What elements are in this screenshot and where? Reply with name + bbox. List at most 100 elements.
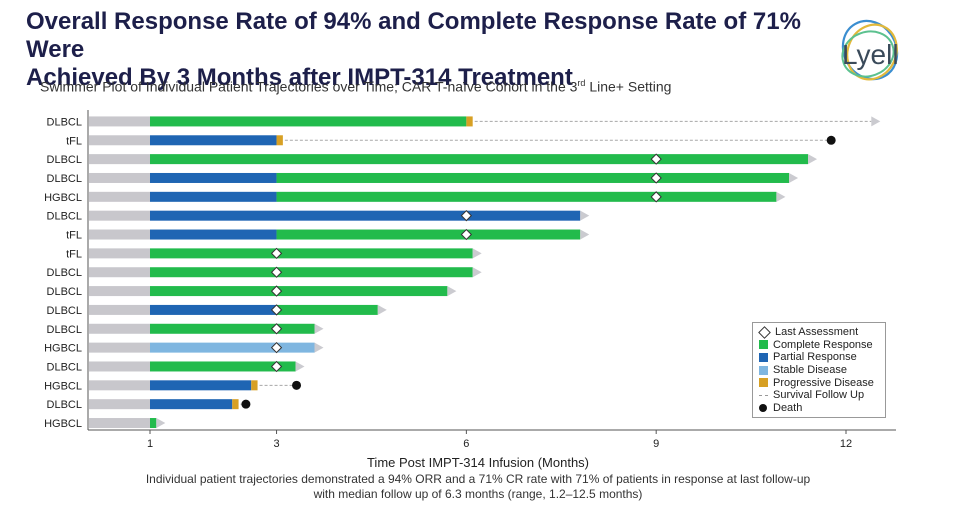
- response-bar-cr: [276, 304, 378, 315]
- patient-label: DLBCL: [47, 211, 82, 223]
- ongoing-arrow: [295, 361, 305, 372]
- death-marker: [292, 380, 302, 390]
- logo-text: Lyell: [842, 39, 899, 70]
- last-assessment-marker: [270, 360, 283, 373]
- response-bar-pr: [150, 191, 277, 202]
- x-tick-label: 3: [273, 438, 279, 450]
- response-bar-cr: [150, 361, 296, 372]
- legend-swatch: [759, 340, 768, 350]
- legend-item: Stable Disease: [759, 364, 879, 377]
- pre-infusion-bar: [89, 342, 150, 353]
- pre-infusion-bar: [89, 172, 150, 183]
- last-assessment-marker: [270, 341, 283, 354]
- last-assessment-marker: [460, 210, 473, 222]
- legend-swatch: [759, 378, 768, 388]
- ongoing-arrow: [871, 116, 881, 127]
- patient-label: DLBCL: [47, 154, 82, 166]
- chart-subtitle: Swimmer Plot of Individual Patient Traje…: [40, 78, 671, 95]
- ongoing-arrow: [776, 191, 786, 202]
- page-title: Overall Response Rate of 94% and Complet…: [26, 8, 846, 92]
- patient-label: DLBCL: [47, 305, 82, 317]
- ongoing-arrow: [808, 154, 818, 165]
- death-marker: [826, 135, 836, 145]
- response-bar-sd: [150, 342, 315, 353]
- legend-item: Partial Response: [759, 351, 879, 364]
- lyell-logo: Lyell: [841, 19, 899, 81]
- pre-infusion-bar: [89, 418, 150, 429]
- last-assessment-marker: [270, 304, 283, 316]
- last-assessment-marker: [270, 285, 283, 297]
- pre-infusion-bar: [89, 135, 150, 146]
- pre-infusion-bar: [89, 286, 150, 297]
- legend-dash-icon: [759, 394, 768, 396]
- response-bar-pr: [150, 172, 277, 183]
- last-assessment-marker: [650, 172, 662, 184]
- pre-infusion-bar: [89, 229, 150, 240]
- patient-label: DLBCL: [47, 116, 82, 128]
- response-bar-cr: [150, 323, 315, 334]
- legend-label: Survival Follow Up: [773, 389, 865, 402]
- response-bar-pd: [466, 116, 473, 127]
- x-tick-label: 1: [147, 438, 153, 450]
- x-tick-label: 12: [840, 438, 852, 450]
- legend-label: Death: [773, 401, 803, 414]
- legend-label: Progressive Disease: [773, 376, 874, 389]
- patient-label: HGBCL: [44, 343, 82, 355]
- patient-label: HGBCL: [44, 192, 82, 204]
- title-line-1: Overall Response Rate of 94% and Complet…: [26, 8, 801, 63]
- response-bar-pr: [150, 304, 277, 315]
- response-bar-pr: [150, 210, 581, 221]
- legend-diamond-icon: [758, 325, 771, 339]
- patient-label: tFL: [66, 135, 82, 147]
- response-bar-cr: [276, 191, 777, 202]
- ongoing-arrow: [314, 323, 324, 334]
- pre-infusion-bar: [89, 248, 150, 259]
- ongoing-arrow: [156, 418, 166, 429]
- patient-label: DLBCL: [47, 173, 82, 185]
- subtitle-text-end: Line+ Setting: [585, 78, 672, 95]
- x-axis-label: Time Post IMPT-314 Infusion (Months): [366, 455, 590, 470]
- x-tick-label: 9: [653, 438, 659, 450]
- response-bar-pd: [251, 380, 258, 391]
- footer-line-2: with median follow up of 6.3 months (ran…: [313, 487, 643, 501]
- legend-item: Complete Response: [759, 339, 879, 352]
- ongoing-arrow: [580, 210, 590, 221]
- patient-label: DLBCL: [47, 399, 82, 411]
- legend-item: Progressive Disease: [759, 376, 879, 389]
- response-bar-cr: [150, 154, 809, 165]
- footer-note: Individual patient trajectories demonstr…: [0, 472, 956, 502]
- pre-infusion-bar: [89, 116, 150, 127]
- response-bar-pr: [150, 229, 277, 240]
- pre-infusion-bar: [89, 361, 150, 372]
- patient-label: DLBCL: [47, 286, 82, 298]
- response-bar-pr: [150, 399, 233, 410]
- legend-item: Last Assessment: [758, 325, 879, 339]
- patient-label: tFL: [66, 248, 82, 260]
- response-bar-cr: [150, 286, 448, 297]
- response-bar-pd: [276, 135, 283, 146]
- last-assessment-marker: [650, 153, 662, 165]
- response-bar-cr: [150, 248, 473, 259]
- ongoing-arrow: [447, 286, 457, 297]
- legend-label: Complete Response: [773, 338, 873, 351]
- ongoing-arrow: [314, 342, 324, 353]
- ongoing-arrow: [377, 304, 387, 315]
- patient-label: DLBCL: [47, 324, 82, 336]
- legend-swatch: [759, 365, 768, 375]
- ongoing-arrow: [472, 248, 482, 259]
- pre-infusion-bar: [89, 304, 150, 315]
- pre-infusion-bar: [89, 380, 150, 391]
- patient-label: DLBCL: [47, 267, 82, 279]
- footer-line-1: Individual patient trajectories demonstr…: [145, 472, 811, 486]
- legend-item: Death: [759, 402, 879, 415]
- response-bar-pd: [232, 399, 239, 410]
- last-assessment-marker: [270, 247, 283, 260]
- ongoing-arrow: [472, 267, 482, 278]
- chart-legend: Last Assessment Complete Response Partial …: [752, 322, 886, 419]
- patient-label: HGBCL: [44, 418, 82, 430]
- last-assessment-marker: [460, 228, 473, 241]
- response-bar-cr: [150, 267, 473, 278]
- legend-label: Stable Disease: [773, 364, 847, 377]
- patient-label: HGBCL: [44, 380, 82, 392]
- last-assessment-marker: [270, 323, 283, 335]
